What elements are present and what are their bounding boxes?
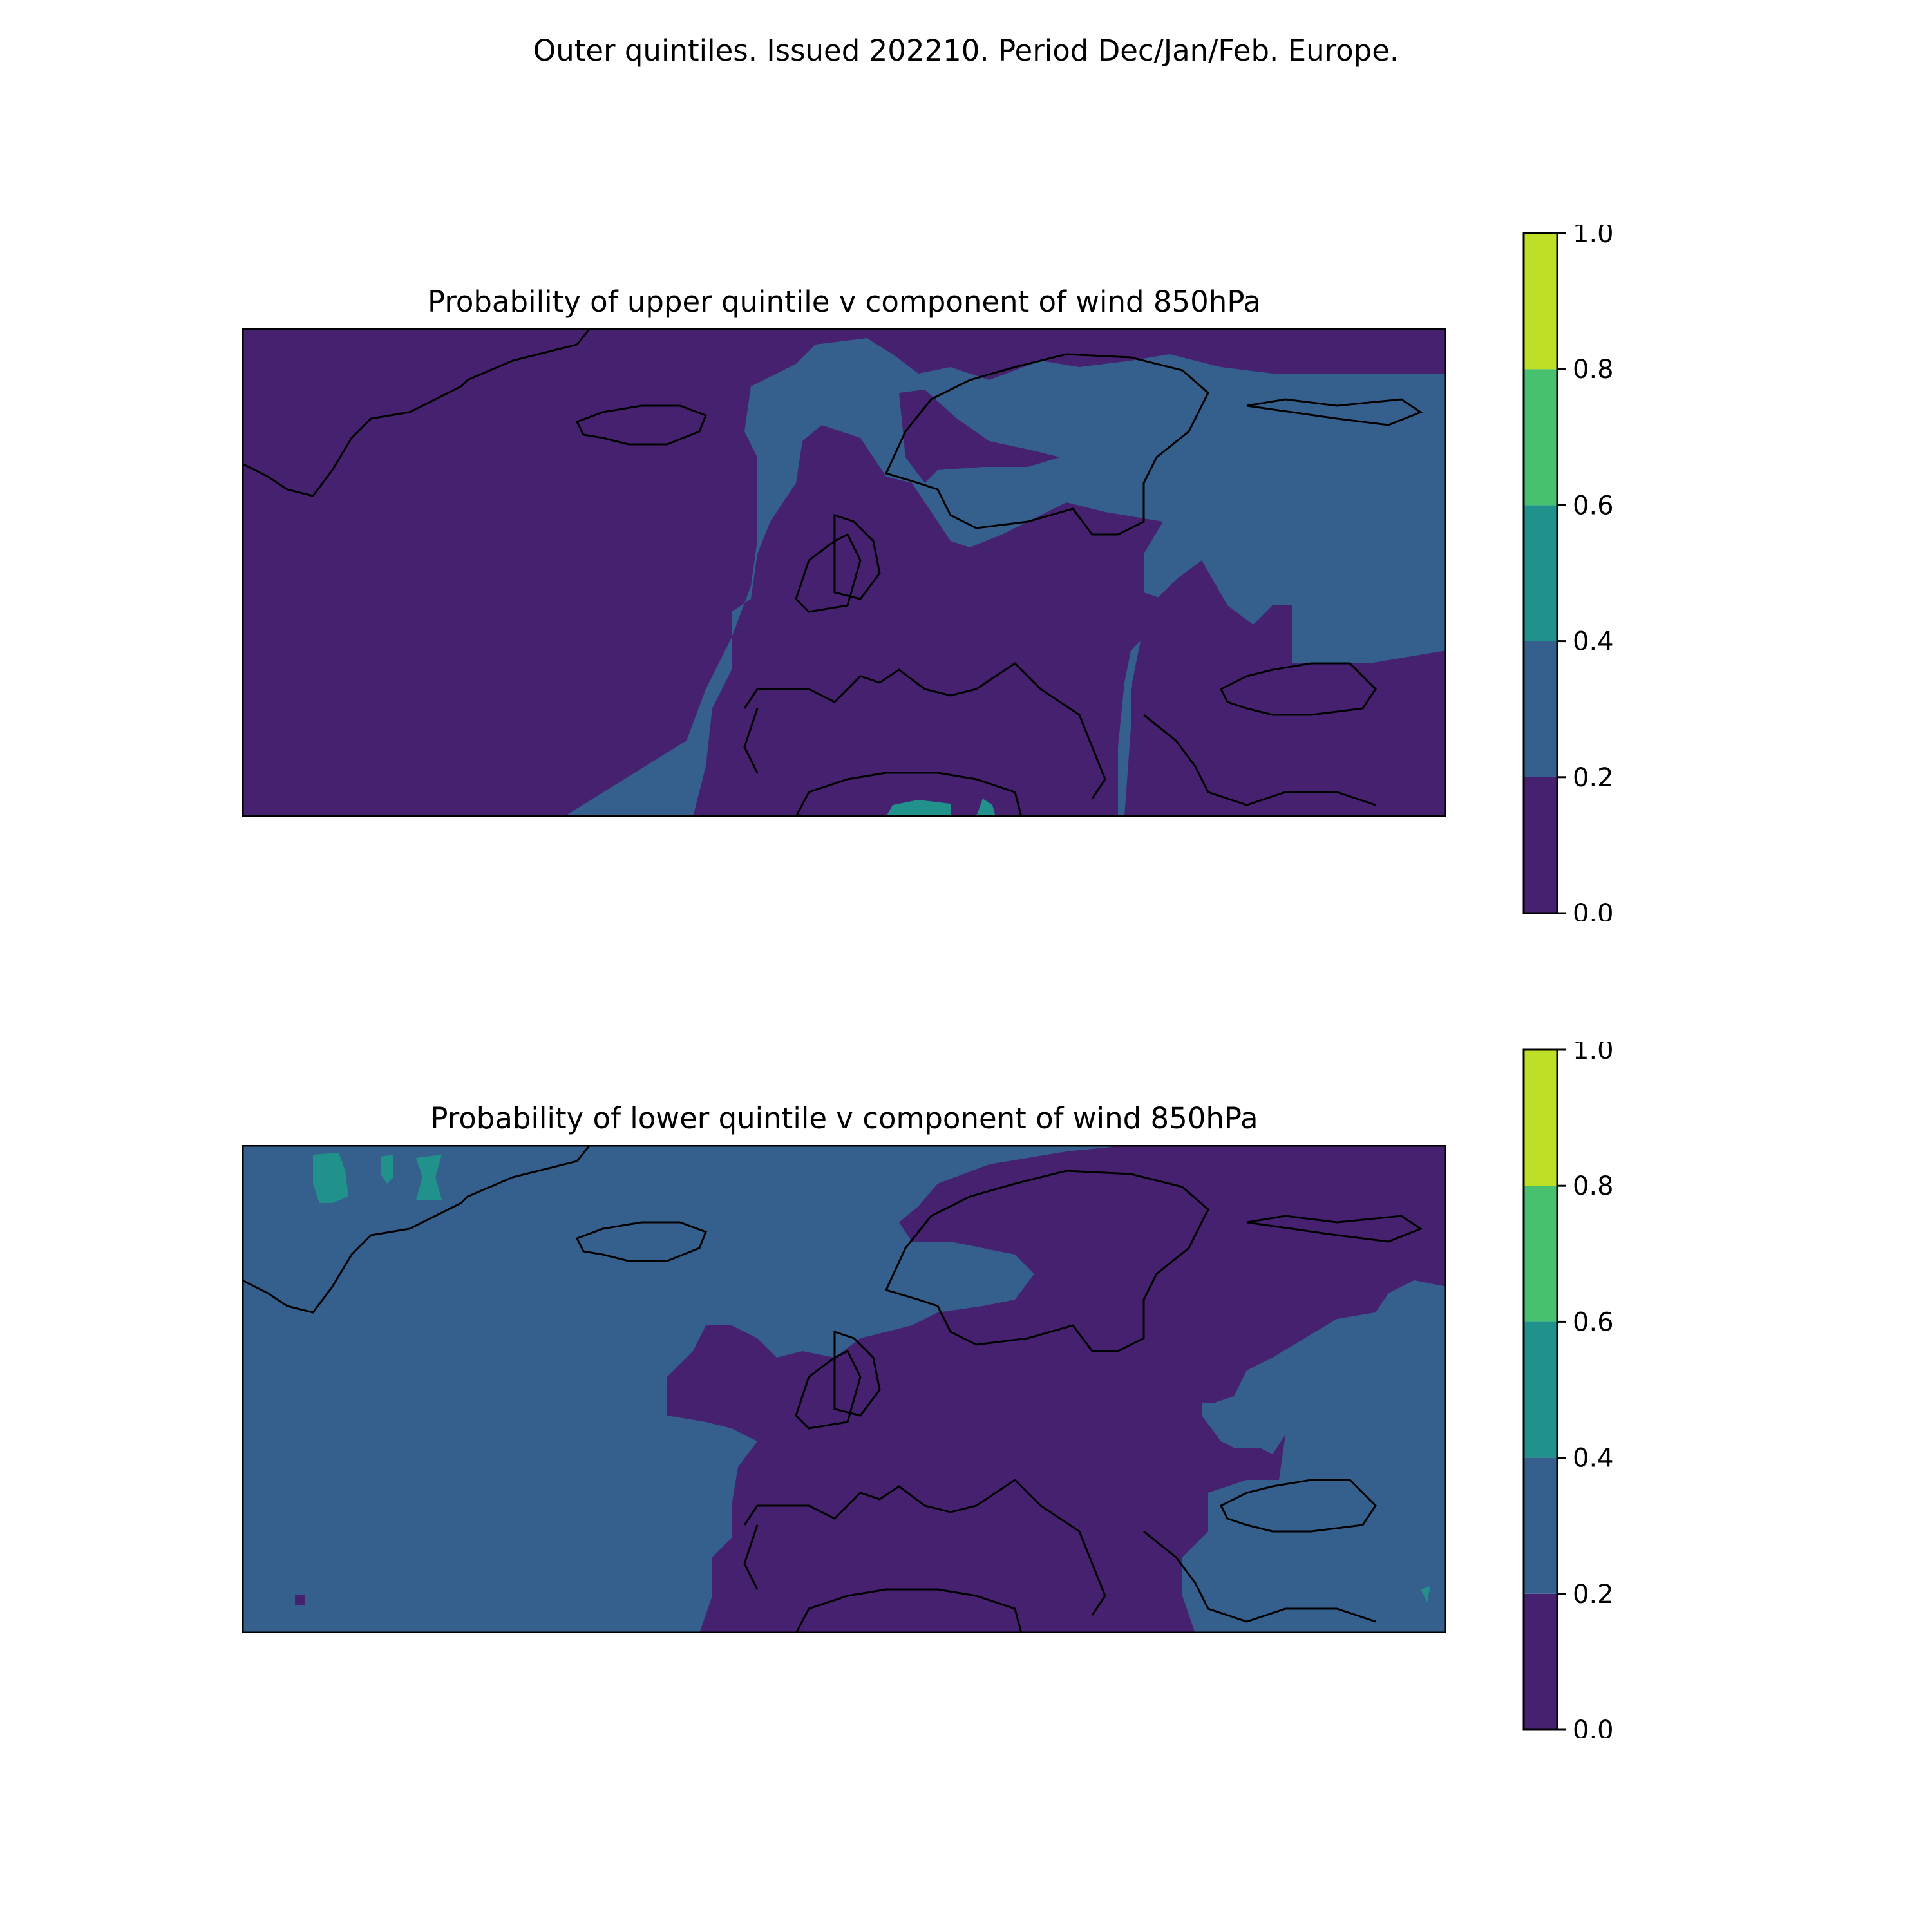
band-0.4-0.6-region [381, 1155, 393, 1184]
band-0.4-0.6-region [416, 1155, 442, 1200]
colorbar-swatch [1524, 1321, 1557, 1458]
figure-title: Outer quintiles. Issued 202210. Period D… [533, 33, 1399, 68]
colorbar-swatch [1524, 777, 1557, 913]
band-0.4-0.6-region [313, 1153, 348, 1203]
band-0-0.2-region [1124, 560, 1446, 817]
colorbar-tick-label: 0.6 [1573, 491, 1614, 520]
colorbar-tick-label: 0.0 [1573, 899, 1614, 921]
colorbar-tick-label: 1.0 [1573, 1042, 1614, 1065]
coastlines [242, 1145, 1423, 1633]
colorbar-swatch [1524, 1457, 1557, 1594]
colorbar-swatch [1524, 1186, 1557, 1322]
panel-upper-quintile: Probability of upper quintile v componen… [242, 225, 1614, 921]
probability-map [242, 328, 1446, 817]
colorbar-frame [1522, 1048, 1558, 1731]
band-0-0.2-region [960, 567, 989, 599]
colorbar-tick-label: 0.8 [1573, 1171, 1614, 1201]
colorbar-swatches [1524, 233, 1557, 913]
colorbar-ticks: 0.0 0.2 0.4 0.6 0.8 1.0 [1557, 225, 1614, 921]
band-0.4-0.6-region [886, 800, 951, 817]
colorbar: 0.0 0.2 0.4 0.6 0.8 1.0 [1522, 1042, 1614, 1738]
colorbar: 0.0 0.2 0.4 0.6 0.8 1.0 [1522, 225, 1614, 921]
colorbar-swatch [1524, 505, 1557, 641]
colorbar-tick-label: 1.0 [1573, 225, 1614, 249]
band-0.4-0.6-region [1421, 1586, 1430, 1602]
colorbar-swatch [1524, 641, 1557, 777]
band-0-0.2-region [667, 1145, 1446, 1633]
coastlines [242, 328, 1423, 817]
band-0-0.2-region [899, 390, 1060, 483]
colorbar-swatch [1524, 1593, 1557, 1730]
band-0.2-0.4-region [1182, 1416, 1446, 1633]
colorbar-tick-label: 0.4 [1573, 627, 1614, 657]
colorbar-ticks: 0.0 0.2 0.4 0.6 0.8 1.0 [1557, 1042, 1614, 1738]
band-0-0.2-region [295, 1595, 305, 1605]
colorbar-swatches [1524, 1050, 1557, 1730]
colorbar-swatch [1524, 233, 1557, 370]
map-frame [242, 328, 1446, 817]
colorbar-swatch [1524, 1050, 1557, 1186]
colorbar-tick-label: 0.4 [1573, 1444, 1614, 1473]
colorbar-tick-label: 0.2 [1573, 1580, 1614, 1609]
colorbar-tick-label: 0.2 [1573, 763, 1614, 793]
band-0.4-0.6-region [976, 799, 996, 817]
colorbar-frame [1522, 232, 1558, 914]
probability-map [242, 1145, 1446, 1633]
map-frame [242, 1145, 1446, 1633]
panel-title: Probability of lower quintile v componen… [430, 1101, 1258, 1135]
colorbar-swatch [1524, 369, 1557, 506]
panel-title: Probability of upper quintile v componen… [427, 285, 1262, 319]
colorbar-tick-label: 0.8 [1573, 355, 1614, 384]
colorbar-tick-label: 0.6 [1573, 1307, 1614, 1337]
colorbar-tick-label: 0.0 [1573, 1716, 1614, 1738]
